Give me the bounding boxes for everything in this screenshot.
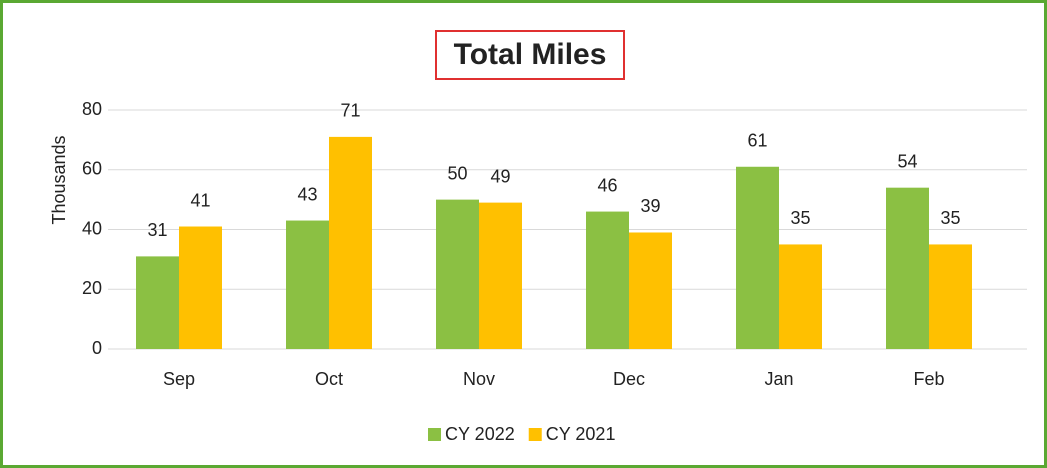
data-label: 71 — [340, 101, 360, 121]
y-tick-label: 0 — [92, 338, 102, 358]
x-tick-label: Sep — [163, 369, 195, 389]
bar — [629, 232, 672, 349]
x-tick-label: Nov — [463, 369, 495, 389]
data-label: 31 — [147, 220, 167, 240]
bar — [779, 244, 822, 349]
x-tick-label: Jan — [764, 369, 793, 389]
bar — [479, 202, 522, 349]
data-label: 35 — [790, 208, 810, 228]
data-label: 54 — [897, 151, 917, 171]
bar — [736, 166, 779, 349]
legend-swatch — [528, 428, 542, 441]
y-tick-label: 20 — [82, 278, 102, 298]
y-tick-label: 60 — [82, 159, 102, 179]
legend-label: CY 2022 — [445, 424, 515, 444]
data-label: 46 — [597, 175, 617, 195]
x-tick-label: Dec — [613, 369, 645, 389]
data-label: 49 — [490, 166, 510, 186]
bar — [179, 226, 222, 349]
bar — [286, 220, 329, 349]
data-label: 35 — [940, 208, 960, 228]
data-label: 43 — [297, 184, 317, 204]
bar — [136, 256, 179, 349]
y-tick-label: 80 — [82, 99, 102, 119]
bar — [436, 199, 479, 349]
legend-label: CY 2021 — [546, 424, 616, 444]
x-tick-label: Feb — [913, 369, 944, 389]
title-box — [435, 30, 625, 80]
bar — [886, 187, 929, 349]
data-label: 39 — [640, 196, 660, 216]
chart-title: Total Miles — [454, 38, 607, 71]
bar — [586, 211, 629, 349]
data-label: 61 — [747, 131, 767, 151]
x-tick-label: Oct — [315, 369, 343, 389]
data-label: 41 — [190, 190, 210, 210]
bar — [329, 136, 372, 349]
bar — [929, 244, 972, 349]
y-tick-label: 40 — [82, 218, 102, 238]
y-axis-label: Thousands — [49, 135, 69, 224]
legend-swatch — [428, 428, 441, 441]
data-label: 50 — [447, 163, 467, 183]
